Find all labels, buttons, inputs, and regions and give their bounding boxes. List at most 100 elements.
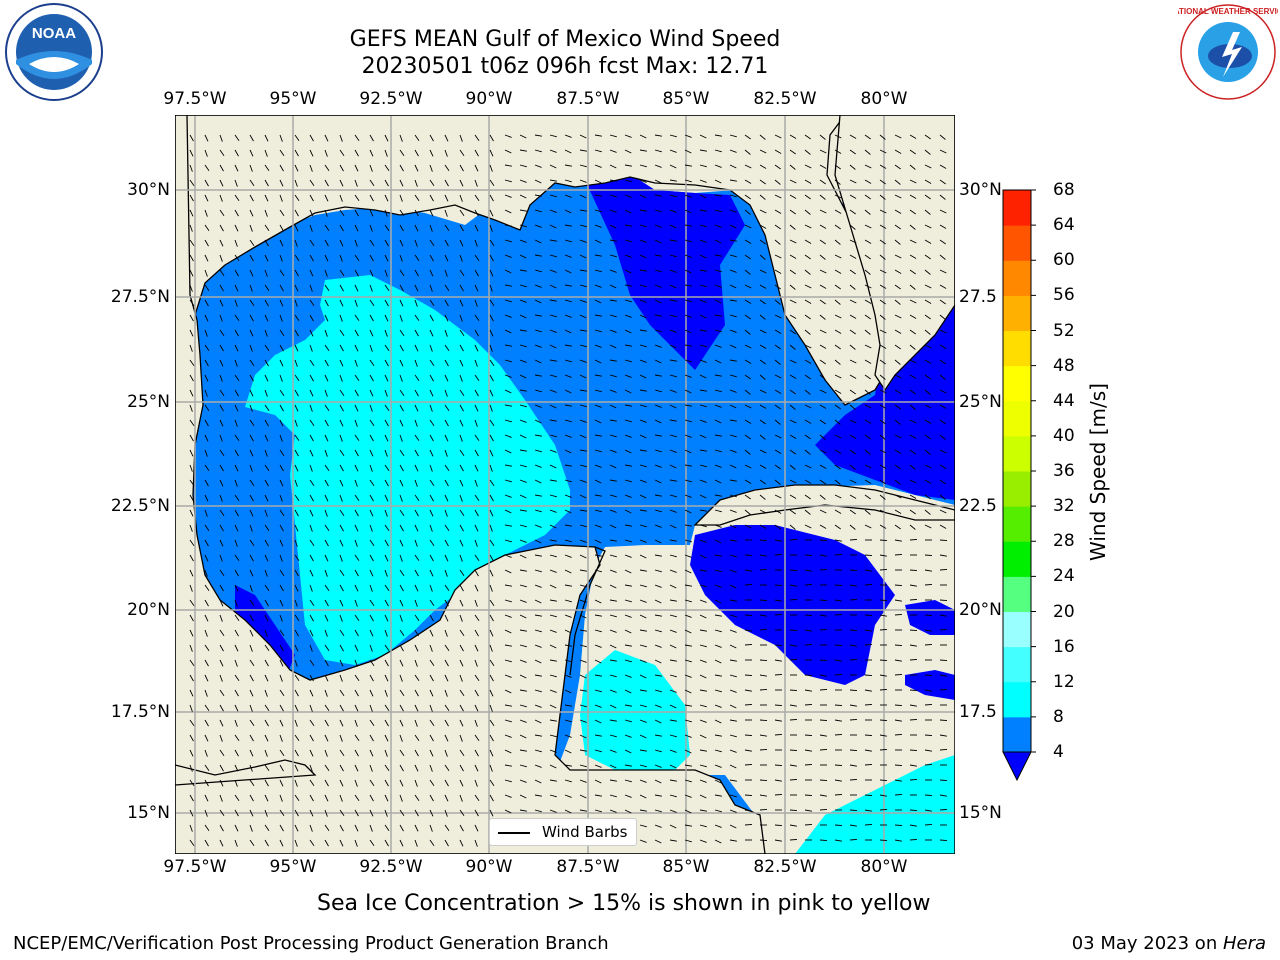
- wind-barb: [939, 269, 947, 274]
- wind-barb: [759, 659, 768, 662]
- wind-barb: [609, 614, 617, 618]
- wind-barb: [264, 149, 268, 157]
- wind-barb: [519, 164, 527, 168]
- wind-barb: [834, 329, 842, 334]
- wind-barb: [294, 569, 299, 577]
- wind-barb: [669, 344, 677, 349]
- wind-barb: [414, 329, 419, 337]
- wind-barb: [939, 734, 947, 737]
- wind-barb: [819, 134, 826, 140]
- wind-barb: [444, 479, 449, 487]
- wind-barb: [279, 524, 284, 532]
- wind-barb: [729, 314, 737, 318]
- wind-barb: [609, 674, 617, 678]
- wind-barb: [804, 674, 813, 677]
- wind-barb: [234, 464, 239, 472]
- wind-barb: [519, 599, 527, 603]
- wind-barb: [489, 794, 494, 802]
- wind-barb: [234, 269, 239, 277]
- wind-barb: [924, 194, 931, 200]
- wind-barb: [834, 164, 841, 170]
- wind-barb: [384, 584, 390, 591]
- wind-barb: [909, 419, 917, 424]
- lat-tick-label-right: 22.5: [959, 496, 997, 516]
- wind-barb: [519, 719, 527, 723]
- wind-barb: [504, 749, 512, 754]
- wind-barb: [804, 464, 812, 469]
- wind-barb: [549, 479, 557, 482]
- wind-barb: [879, 794, 887, 797]
- wind-barb: [864, 359, 872, 364]
- wind-barb: [339, 629, 345, 636]
- wind-barb: [384, 794, 389, 802]
- wind-barb: [204, 719, 209, 727]
- wind-barb: [219, 659, 224, 667]
- wind-barb: [714, 449, 722, 453]
- wind-barb: [684, 569, 692, 574]
- lon-tick-label-bottom: 97.5°W: [163, 857, 227, 877]
- wind-barb: [789, 269, 796, 275]
- wind-barb: [429, 809, 434, 817]
- wind-barb: [774, 613, 783, 616]
- wind-barb: [339, 194, 343, 202]
- wind-barb: [864, 239, 872, 244]
- wind-barb: [429, 824, 433, 832]
- wind-barb: [579, 419, 587, 423]
- wind-barb: [609, 404, 617, 409]
- wind-barb: [414, 554, 420, 561]
- wind-barb: [504, 794, 512, 798]
- colorbar-segment: [1003, 435, 1031, 472]
- wind-barb: [459, 644, 464, 652]
- wind-barb: [504, 779, 512, 783]
- wind-barb: [294, 374, 300, 381]
- wind-barb: [279, 224, 284, 232]
- wind-barb: [249, 164, 253, 172]
- wind-barb: [219, 359, 224, 367]
- wind-barb: [279, 599, 284, 607]
- wind-barb: [654, 344, 662, 348]
- wind-barb: [429, 314, 434, 322]
- wind-barb: [429, 779, 435, 786]
- colorbar-segment: [1003, 225, 1031, 261]
- wind-barb: [624, 434, 632, 438]
- wind-barb: [639, 704, 647, 708]
- wind-barb: [204, 644, 210, 651]
- wind-barb: [369, 164, 373, 172]
- wind-barb: [729, 614, 737, 618]
- wind-barb: [519, 779, 527, 783]
- wind-barb: [729, 389, 737, 393]
- wind-barb: [294, 449, 299, 457]
- wind-barb: [189, 134, 194, 142]
- wind-barb: [699, 809, 707, 812]
- wind-barb: [279, 779, 284, 787]
- wind-barb: [909, 179, 917, 184]
- wind-barb: [219, 824, 224, 832]
- wind-barb: [309, 794, 314, 802]
- wind-barb: [819, 464, 827, 469]
- wind-barb: [249, 299, 255, 306]
- wind-barb: [384, 614, 389, 622]
- wind-barb: [339, 239, 344, 247]
- wind-barb: [894, 224, 901, 230]
- wind-barb: [669, 794, 677, 798]
- wind-barb: [639, 719, 647, 723]
- wind-barb: [624, 569, 632, 574]
- wind-barb: [444, 599, 449, 607]
- wind-barb: [219, 419, 224, 427]
- wind-barb: [729, 419, 737, 422]
- wind-barb: [759, 494, 766, 500]
- wind-barb: [639, 479, 647, 483]
- wind-barb: [384, 479, 389, 487]
- wind-barb: [714, 134, 722, 137]
- wind-barb: [369, 584, 373, 592]
- wind-barb: [399, 599, 404, 607]
- wind-barb: [249, 374, 254, 382]
- wind-barb: [729, 629, 737, 633]
- wind-barb: [549, 389, 557, 393]
- wind-barb: [324, 374, 329, 382]
- wind-barb: [864, 134, 871, 140]
- wind-barb: [504, 629, 512, 634]
- wind-barb: [684, 149, 692, 154]
- wind-barb: [189, 779, 195, 786]
- wind-barb: [894, 509, 902, 514]
